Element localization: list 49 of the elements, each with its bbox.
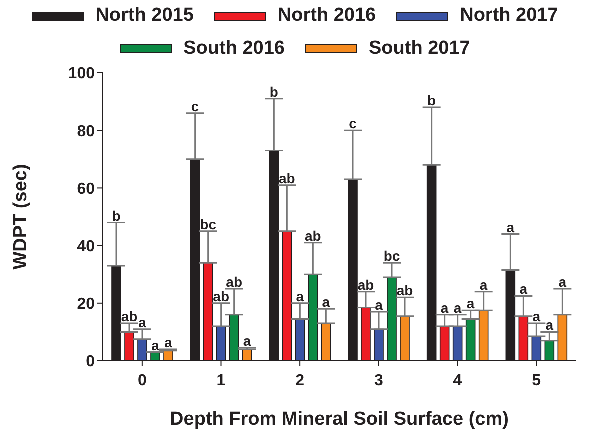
annotation: ab bbox=[121, 308, 138, 325]
legend-label: North 2016 bbox=[278, 5, 376, 28]
annotation: a bbox=[296, 288, 304, 304]
y-tick-label: 40 bbox=[77, 238, 96, 256]
x-tick-label: 0 bbox=[138, 372, 147, 390]
x-tick-label: 4 bbox=[453, 372, 462, 390]
annotation: a bbox=[243, 333, 252, 350]
annotation: a bbox=[375, 297, 384, 314]
annotation: b bbox=[112, 208, 121, 224]
annotation: a bbox=[558, 274, 567, 290]
y-tick-label: 60 bbox=[77, 180, 96, 198]
legend-label: South 2017 bbox=[369, 38, 470, 60]
annotation: a bbox=[466, 296, 475, 312]
annotation: b bbox=[428, 92, 436, 109]
annotation: a bbox=[546, 317, 554, 334]
annotation: c bbox=[191, 98, 200, 114]
x-tick-label: 2 bbox=[296, 372, 305, 390]
annotation: a bbox=[480, 276, 488, 293]
y-tick-label: 100 bbox=[68, 66, 96, 83]
x-tick-label: 5 bbox=[532, 372, 542, 390]
annotation: a bbox=[454, 300, 462, 316]
y-tick-label: 80 bbox=[77, 123, 96, 140]
x-axis-title: Depth From Mineral Soil Surface (cm) bbox=[170, 409, 509, 430]
annotation: b bbox=[270, 84, 278, 100]
legend-label: South 2016 bbox=[184, 38, 285, 60]
legend-label: North 2017 bbox=[460, 5, 558, 28]
annotation: a bbox=[506, 219, 515, 236]
y-tick-label: 0 bbox=[86, 354, 96, 371]
y-axis-title: WDPT (sec) bbox=[10, 164, 32, 270]
annotation: a bbox=[440, 300, 449, 316]
x-tick-label: 1 bbox=[216, 372, 226, 390]
annotation: c bbox=[349, 116, 358, 132]
annotation: a bbox=[164, 334, 173, 350]
annotation: ab bbox=[396, 282, 414, 299]
annotation: a bbox=[152, 337, 160, 354]
x-tick-label: 3 bbox=[374, 372, 384, 390]
annotation: a bbox=[138, 314, 147, 330]
legend-label: North 2015 bbox=[96, 5, 194, 28]
annotation: ab bbox=[278, 170, 296, 186]
annotation: ab bbox=[358, 276, 374, 293]
annotation: a bbox=[532, 308, 541, 325]
y-tick-label: 20 bbox=[77, 296, 96, 314]
annotation: ab bbox=[226, 274, 243, 290]
annotation: bc bbox=[200, 216, 217, 232]
annotation: bc bbox=[384, 248, 400, 264]
annotation: a bbox=[520, 281, 528, 298]
annotation: a bbox=[322, 294, 330, 310]
annotation: ab bbox=[213, 288, 230, 304]
annotation: ab bbox=[304, 228, 322, 244]
